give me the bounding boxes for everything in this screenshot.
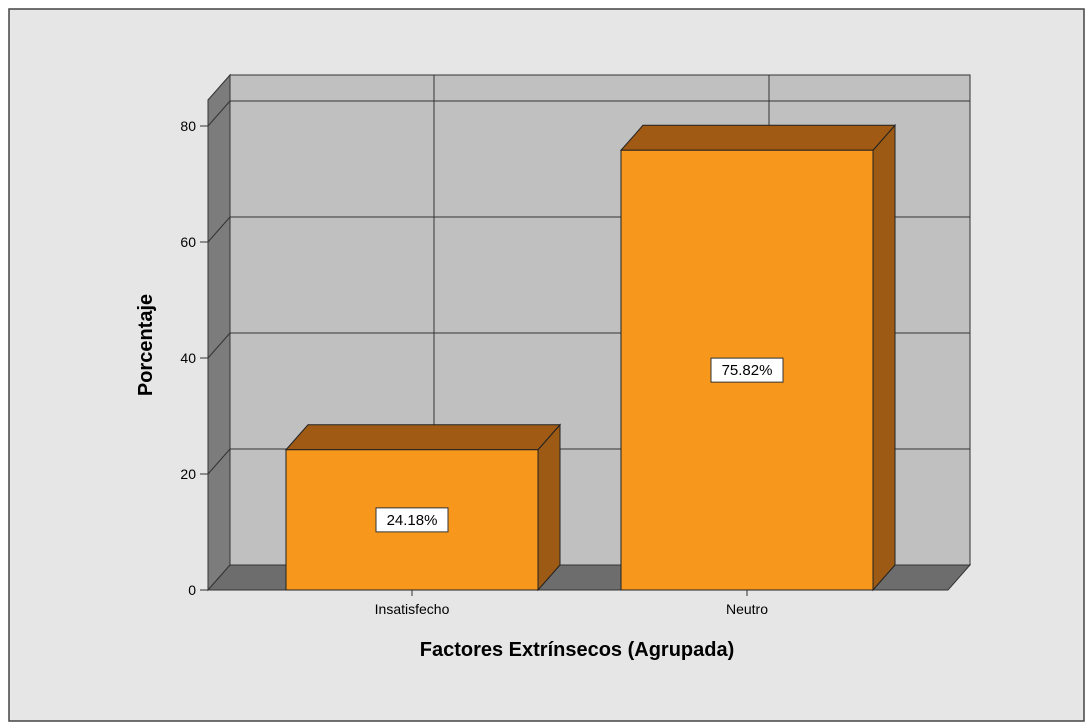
y-tick-label: 20 bbox=[180, 466, 196, 482]
bar-side bbox=[872, 123, 896, 592]
bar-top bbox=[619, 124, 897, 151]
y-tick-label: 40 bbox=[180, 350, 196, 366]
plot-area: 0 20 40 60 80 24.18% Insatisfecho 75.82% Neutro bbox=[180, 73, 972, 617]
side-wall bbox=[207, 73, 231, 592]
side-gridline bbox=[207, 100, 231, 127]
x-axis-title: Factores Extrínsecos (Agrupada) bbox=[420, 639, 735, 661]
side-gridline bbox=[207, 448, 231, 475]
x-tick-label: Insatisfecho bbox=[375, 601, 450, 617]
y-tick-label: 0 bbox=[188, 582, 196, 598]
x-tick-label: Neutro bbox=[726, 601, 768, 617]
y-tick-label: 60 bbox=[180, 234, 196, 250]
bar-side bbox=[537, 423, 561, 592]
data-label-box bbox=[710, 357, 784, 383]
data-label-box bbox=[375, 507, 449, 533]
data-label: 75.82% bbox=[722, 362, 773, 379]
y-tick-label: 80 bbox=[180, 118, 196, 134]
y-axis-title: Porcentaje bbox=[135, 294, 157, 396]
side-gridline bbox=[207, 216, 231, 243]
data-label: 24.18% bbox=[387, 512, 438, 529]
bar-top bbox=[284, 424, 562, 451]
side-gridline bbox=[207, 332, 231, 359]
